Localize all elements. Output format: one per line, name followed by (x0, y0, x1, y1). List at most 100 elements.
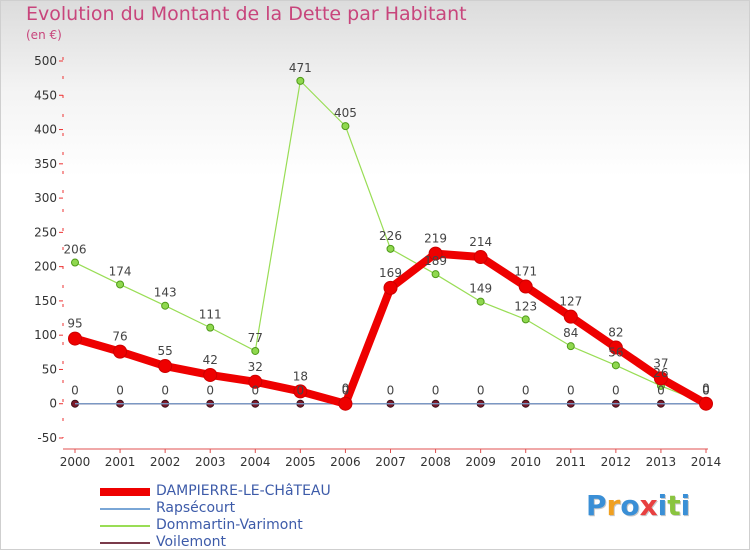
y-tick-label: 100 (34, 328, 57, 342)
chart-subtitle: (en €) (26, 28, 62, 42)
logo-letter: t (667, 489, 681, 522)
x-tick-label: 2001 (105, 455, 136, 469)
chart-legend: DAMPIERRE-LE-CHâTEAU Rapsécourt Dommartin-… (100, 483, 360, 552)
data-label-voilemont: 0 (297, 384, 305, 398)
data-label-dampierre-le-chateau: 55 (158, 344, 173, 358)
data-label-voilemont: 0 (567, 384, 575, 398)
y-tick-label: 200 (34, 260, 57, 274)
x-tick-label: 2005 (285, 455, 316, 469)
data-point-dampierre-le-chateau (428, 246, 443, 261)
legend-label: Rapsécourt (156, 500, 236, 516)
data-label-dampierre-le-chateau: 214 (469, 235, 492, 249)
x-tick-label: 2010 (510, 455, 541, 469)
legend-swatch (100, 488, 150, 496)
x-tick-label: 2003 (195, 455, 226, 469)
data-label-dommartin-varimont: 405 (334, 106, 357, 120)
x-tick-label: 2002 (150, 455, 181, 469)
data-label-dommartin-varimont: 189 (424, 254, 447, 268)
y-tick-label: 500 (34, 54, 57, 68)
data-label-dommartin-varimont: 123 (514, 299, 537, 313)
data-label-dommartin-varimont: 149 (469, 282, 492, 296)
data-label-dampierre-le-chateau: 127 (559, 295, 582, 309)
data-label-voilemont: 0 (251, 384, 259, 398)
legend-swatch (100, 525, 150, 527)
legend-label: Dommartin-Varimont (156, 517, 303, 533)
logo-letter: r (606, 489, 621, 522)
data-label-dampierre-le-chateau: 0 (702, 382, 710, 396)
data-point-dampierre-le-chateau (338, 396, 353, 411)
logo-letter: x (639, 489, 658, 522)
logo-letter: P (586, 489, 607, 522)
data-label-voilemont: 0 (522, 384, 530, 398)
data-label-dommartin-varimont: 0 (702, 384, 710, 398)
data-label-dommartin-varimont: 77 (248, 331, 263, 345)
data-point-dommartin-varimont (116, 280, 125, 289)
data-label-dampierre-le-chateau: 0 (342, 382, 350, 396)
data-point-dommartin-varimont (611, 361, 620, 370)
data-point-dommartin-varimont (251, 346, 260, 355)
data-point-dampierre-le-chateau (608, 340, 623, 355)
legend-swatch (100, 542, 150, 544)
data-labels-layer: 0 0 0 0 0 0 0 0 0 0 0 0 0 0 0 206 174 143 111 77 471 405 226 18… (64, 61, 710, 398)
data-label-dommartin-varimont: 26 (653, 366, 668, 380)
data-label-voilemont: 0 (161, 384, 169, 398)
legend-item: Voilemont (100, 534, 360, 552)
y-tick-label: 450 (34, 88, 57, 102)
data-label-voilemont: 0 (612, 384, 620, 398)
data-point-dampierre-le-chateau (68, 331, 82, 346)
data-point-dommartin-varimont (161, 301, 170, 310)
data-label-dommartin-varimont: 206 (64, 243, 87, 257)
data-point-dommartin-varimont (386, 244, 395, 253)
data-label-voilemont: 0 (71, 384, 79, 398)
logo-letter: i (657, 489, 668, 522)
data-label-dampierre-le-chateau: 32 (248, 360, 263, 374)
data-point-dampierre-le-chateau (203, 367, 218, 382)
data-point-dommartin-varimont (431, 270, 440, 279)
y-tick-label: 50 (42, 362, 57, 376)
data-label-voilemont: 0 (116, 384, 124, 398)
data-label-dampierre-le-chateau: 169 (379, 266, 402, 280)
legend-label: DAMPIERRE-LE-CHâTEAU (156, 483, 331, 499)
series-layer (68, 76, 713, 411)
x-tick-label: 2012 (601, 455, 632, 469)
data-label-voilemont: 0 (206, 384, 214, 398)
data-label-dommartin-varimont: 143 (154, 286, 177, 300)
logo-letter: o (620, 489, 640, 522)
data-point-dampierre-le-chateau (653, 371, 668, 386)
data-label-dampierre-le-chateau: 95 (67, 317, 82, 331)
data-label-dampierre-le-chateau: 42 (203, 353, 218, 367)
data-label-dommartin-varimont: 226 (379, 229, 402, 243)
legend-item: Rapsécourt (100, 500, 360, 518)
y-tick-label: -50 (37, 431, 57, 445)
x-tick-label: 2013 (646, 455, 677, 469)
x-tick-label: 2006 (330, 455, 361, 469)
y-tick-label: 150 (34, 294, 57, 308)
data-label-dampierre-le-chateau: 219 (424, 232, 447, 246)
data-label-dampierre-le-chateau: 82 (608, 326, 623, 340)
data-label-voilemont: 0 (477, 384, 485, 398)
data-point-dampierre-le-chateau (518, 279, 533, 294)
data-label-voilemont: 0 (657, 384, 665, 398)
legend-item: DAMPIERRE-LE-CHâTEAU (100, 483, 360, 501)
y-tick-label: 300 (34, 191, 57, 205)
y-tick-label: 0 (49, 397, 57, 411)
data-label-voilemont: 0 (432, 384, 440, 398)
legend-label: Voilemont (156, 534, 227, 550)
y-tick-label: 400 (34, 123, 57, 137)
data-point-dampierre-le-chateau (473, 250, 488, 265)
data-point-dampierre-le-chateau (248, 374, 263, 389)
y-tick-label: 250 (34, 225, 57, 239)
x-tick-label: 2011 (556, 455, 587, 469)
data-point-dampierre-le-chateau (699, 396, 713, 411)
data-point-dommartin-varimont (296, 76, 305, 85)
x-tick-label: 2009 (465, 455, 496, 469)
data-label-dampierre-le-chateau: 18 (293, 369, 308, 383)
data-point-dommartin-varimont (521, 315, 530, 324)
data-label-dampierre-le-chateau: 171 (514, 265, 537, 279)
logo-letter: i (680, 489, 691, 522)
data-point-dampierre-le-chateau (113, 344, 128, 359)
data-label-voilemont: 0 (342, 384, 350, 398)
data-point-dommartin-varimont (341, 122, 350, 131)
